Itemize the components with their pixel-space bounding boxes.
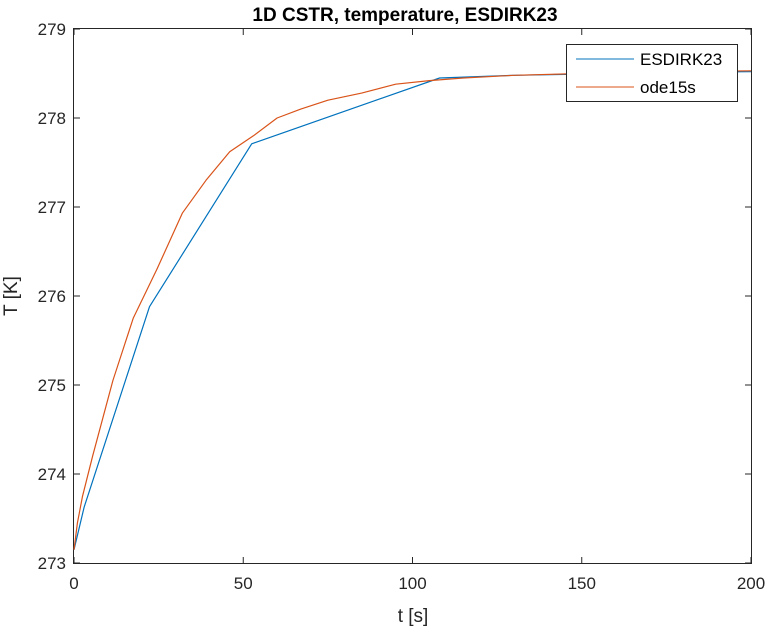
y-tick-label: 278 [38,109,66,128]
legend-label-esdirk23: ESDIRK23 [640,50,722,69]
y-tick-label: 276 [38,287,66,306]
legend: ESDIRK23 ode15s [566,44,738,102]
x-axis-label: t [s] [398,606,429,627]
x-tick-label: 150 [568,574,596,593]
y-tick-label: 273 [38,554,66,573]
y-tick-label: 275 [38,376,66,395]
x-axis: 0 50 100 150 200 [69,29,765,593]
x-tick-label: 200 [737,574,765,593]
y-axis: 273 274 275 276 277 278 279 [38,20,751,573]
legend-box [566,44,738,102]
x-tick-label: 100 [398,574,426,593]
chart-title: 1D CSTR, temperature, ESDIRK23 [252,5,557,26]
y-tick-label: 274 [38,465,66,484]
legend-label-ode15s: ode15s [640,78,696,97]
y-tick-label: 277 [38,198,66,217]
x-tick-label: 0 [69,574,78,593]
x-tick-label: 50 [234,574,253,593]
series-line-ode15s [73,70,752,550]
y-axis-label: T [K] [1,276,22,316]
y-tick-label: 279 [38,20,66,39]
plot-area [73,28,752,564]
